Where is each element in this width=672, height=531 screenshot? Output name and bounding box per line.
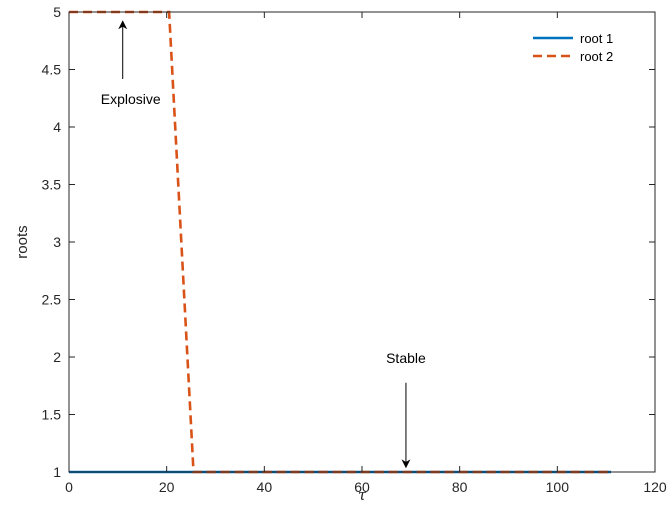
x-tick-label: 20: [159, 479, 175, 495]
plot-background: [69, 12, 655, 472]
y-tick-label: 2: [53, 349, 61, 365]
x-axis-label: τ: [358, 486, 367, 504]
y-axis-label: roots: [14, 225, 31, 258]
y-tick-label: 3.5: [42, 177, 62, 193]
y-tick-label: 4.5: [42, 62, 62, 78]
y-tick-label: 1: [53, 464, 61, 480]
axes-layer: 0 20 40 60 80 100 120 1 1.5 2 2.5 3 3.5 4 4.5 5 τ roots: [14, 4, 667, 504]
y-tick-label: 5: [53, 4, 61, 20]
legend-label-1: root 1: [580, 31, 613, 46]
x-tick-label: 120: [643, 479, 667, 495]
y-tick-label: 4: [53, 119, 61, 135]
annotation-explosive: Explosive: [101, 91, 161, 107]
x-tick-label: 40: [257, 479, 273, 495]
x-tick-label: 0: [65, 479, 73, 495]
y-tick-label: 2.5: [42, 292, 62, 308]
x-tick-label: 100: [546, 479, 570, 495]
y-tick-label: 3: [53, 234, 61, 250]
y-tick-label: 1.5: [42, 407, 62, 423]
x-tick-label: 60: [354, 479, 370, 495]
annotation-stable: Stable: [386, 350, 426, 366]
x-tick-label: 80: [452, 479, 468, 495]
legend-label-2: root 2: [580, 49, 613, 64]
annotations-layer: Explosive Stable: [101, 20, 426, 469]
legend: root 1 root 2: [533, 31, 613, 64]
